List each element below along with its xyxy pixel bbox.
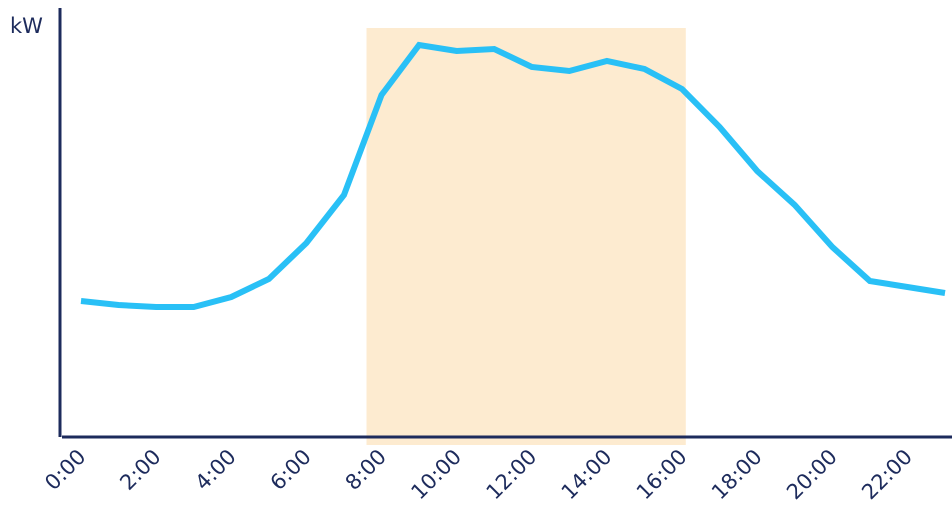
x-tick-label: 18:00 [707, 445, 767, 505]
x-tick-label: 4:00 [190, 445, 240, 495]
x-tick-label: 16:00 [632, 445, 692, 505]
line-series [80, 41, 946, 310]
y-axis-label: kW [10, 14, 43, 38]
x-tick-label: 20:00 [782, 445, 842, 505]
x-tick-label: 6:00 [266, 445, 316, 495]
x-tick-label: 8:00 [341, 445, 391, 495]
x-tick-label: 10:00 [406, 445, 466, 505]
x-tick-label: 12:00 [482, 445, 542, 505]
x-tick-label: 14:00 [557, 445, 617, 505]
x-tick-label: 2:00 [115, 445, 165, 495]
x-tick-label: 22:00 [857, 445, 917, 505]
highlight-band [366, 28, 686, 445]
x-tick-label: 0:00 [40, 445, 90, 495]
